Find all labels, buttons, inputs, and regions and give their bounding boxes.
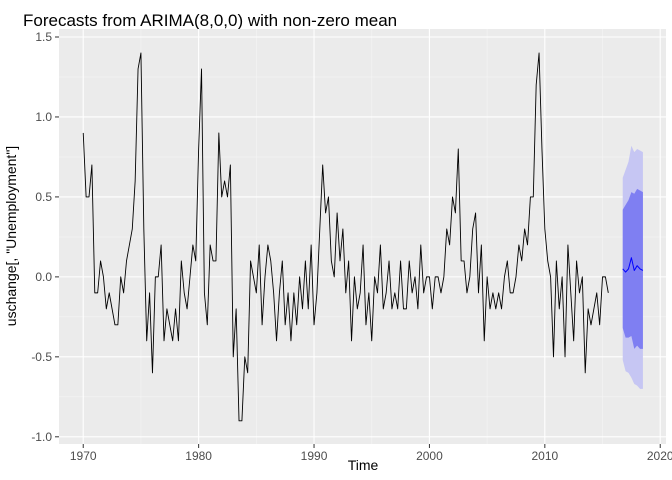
y-axis-title: uschange[, "Unemployment"] (3, 146, 19, 326)
major-gridlines (59, 29, 666, 444)
x-tick-label: 2020 (647, 449, 672, 463)
y-axis-ticks: -1.0 -0.5 0.0 0.5 1.0 1.5 (31, 30, 59, 444)
interval-80-band (622, 188, 643, 349)
x-tick-label: 2000 (416, 449, 443, 463)
y-tick-label: -0.5 (31, 350, 52, 364)
x-tick-label: 1980 (185, 449, 212, 463)
forecast-mean-line (622, 257, 644, 273)
series-lines (82, 52, 644, 422)
y-tick-label: 1.0 (35, 110, 52, 124)
x-axis-title: Time (348, 457, 379, 473)
y-tick-label: -1.0 (31, 430, 52, 444)
y-tick-label: 0.0 (35, 270, 52, 284)
x-tick-label: 1970 (70, 449, 97, 463)
minor-gridlines (59, 29, 666, 444)
y-tick-label: 1.5 (35, 30, 52, 44)
chart-title: Forecasts from ARIMA(8,0,0) with non-zer… (23, 11, 397, 30)
observed-series-line (82, 52, 609, 422)
x-tick-label: 2010 (531, 449, 558, 463)
x-tick-label: 1990 (301, 449, 328, 463)
x-axis-ticks: 1970 1980 1990 2000 2010 2020 (70, 444, 672, 463)
forecast-intervals (622, 145, 643, 389)
y-tick-label: 0.5 (35, 190, 52, 204)
plot-panel (59, 29, 666, 444)
